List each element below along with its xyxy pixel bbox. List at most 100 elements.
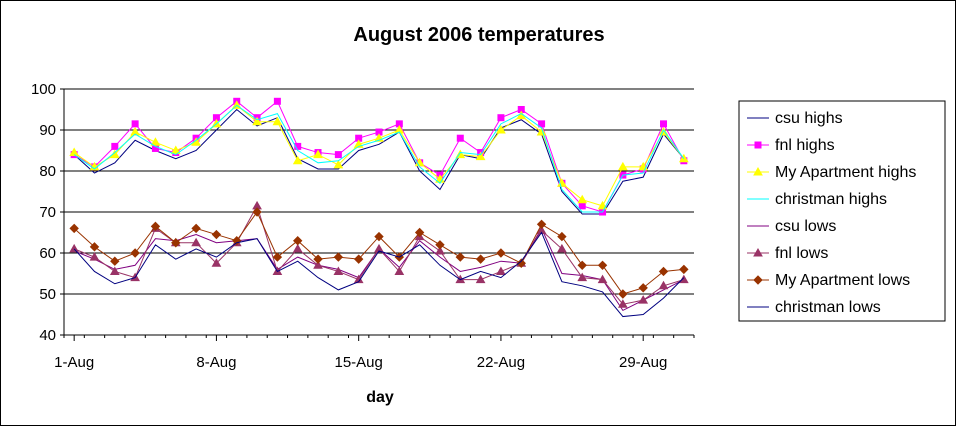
data-point xyxy=(191,223,201,234)
data-point xyxy=(130,248,140,258)
data-point xyxy=(334,151,342,159)
y-tick-label: 50 xyxy=(39,286,56,303)
x-tick-label: 8-Aug xyxy=(196,354,236,371)
series-line xyxy=(73,231,685,318)
data-point xyxy=(638,283,648,293)
data-point xyxy=(333,159,344,169)
data-point xyxy=(272,116,283,126)
data-point xyxy=(252,116,262,126)
x-axis-label: day xyxy=(366,389,394,406)
gridlines xyxy=(64,88,694,295)
series-line xyxy=(73,104,685,213)
data-point xyxy=(597,260,608,271)
legend-item: csu highs xyxy=(747,110,843,127)
legend-label: csu highs xyxy=(775,110,843,127)
legend-marker xyxy=(754,141,762,149)
data-point xyxy=(109,266,120,275)
legend-box xyxy=(738,100,946,322)
data-point xyxy=(89,252,100,261)
y-tick-label: 70 xyxy=(39,204,56,221)
data-point xyxy=(150,137,161,146)
data-point xyxy=(557,231,567,242)
data-point xyxy=(69,223,79,234)
series-line xyxy=(73,108,685,215)
data-point xyxy=(272,252,283,262)
legend-marker xyxy=(753,247,763,257)
data-point xyxy=(618,161,628,171)
y-tick-label: 40 xyxy=(39,327,56,344)
y-tick-label: 100 xyxy=(31,81,56,98)
data-point xyxy=(292,243,303,253)
data-point xyxy=(597,274,608,284)
data-point xyxy=(170,145,181,154)
data-point xyxy=(496,266,506,275)
data-point xyxy=(130,127,140,136)
legend-label: csu lows xyxy=(775,218,836,235)
x-tick-label: 15-Aug xyxy=(334,354,382,371)
data-point xyxy=(578,202,586,210)
data-point xyxy=(293,235,303,246)
legend-marker xyxy=(753,275,763,285)
legend-label: christman lows xyxy=(775,299,881,316)
data-point xyxy=(353,254,364,264)
data-point xyxy=(577,194,588,204)
legend-item: fnl highs xyxy=(747,137,835,154)
series-my-apartment-highs xyxy=(69,100,689,210)
data-point xyxy=(577,272,588,282)
data-point xyxy=(313,254,323,264)
data-point xyxy=(679,264,689,275)
data-point xyxy=(313,260,323,269)
legend-label: fnl highs xyxy=(775,137,835,154)
data-point xyxy=(131,120,139,128)
data-point xyxy=(191,237,201,247)
legend-label: My Apartment lows xyxy=(775,272,910,289)
y-tick-label: 80 xyxy=(39,163,56,180)
data-point xyxy=(89,161,100,171)
data-point xyxy=(475,254,486,264)
data-point xyxy=(435,245,445,255)
data-point xyxy=(89,242,100,252)
data-point xyxy=(110,256,120,266)
data-point xyxy=(475,151,486,161)
data-point xyxy=(557,243,567,253)
data-point xyxy=(111,142,119,150)
data-point xyxy=(455,252,465,262)
data-point xyxy=(516,258,526,268)
data-point xyxy=(618,289,628,299)
legend-item: christman lows xyxy=(747,299,881,316)
data-point xyxy=(292,155,303,165)
legend-marker xyxy=(753,166,763,176)
series-my-apartment-lows xyxy=(69,207,689,299)
legend-item: fnl lows xyxy=(747,245,828,262)
data-point xyxy=(475,274,486,284)
data-point xyxy=(660,120,668,128)
data-point xyxy=(414,227,425,238)
data-point xyxy=(150,221,161,232)
series-csu-highs xyxy=(73,108,685,215)
data-point xyxy=(374,243,384,253)
data-point xyxy=(252,207,262,217)
legend-item: christman highs xyxy=(747,191,887,208)
chart-title: August 2006 temperatures xyxy=(353,24,604,46)
data-point xyxy=(435,240,445,250)
x-tick-label: 22-Aug xyxy=(477,354,525,371)
legend-item: My Apartment highs xyxy=(747,164,916,181)
data-point xyxy=(658,266,669,277)
data-point xyxy=(638,295,649,304)
data-point xyxy=(538,120,546,128)
legend-label: fnl lows xyxy=(775,245,828,262)
axes: 40 50 60 70 80 90 100 1-Aug 8-Aug 15-Aug 22-Aug 29-… xyxy=(31,81,695,371)
data-point xyxy=(577,260,587,271)
data-point xyxy=(171,238,181,248)
data-point xyxy=(333,266,344,275)
series-fnl-highs xyxy=(70,97,688,216)
y-tick-label: 90 xyxy=(39,122,56,139)
series-christman-lows xyxy=(73,231,685,318)
data-point xyxy=(69,243,80,253)
legend-label: christman highs xyxy=(775,191,887,208)
data-point xyxy=(313,149,323,159)
data-point xyxy=(496,124,506,134)
y-tick-label: 60 xyxy=(39,245,56,262)
